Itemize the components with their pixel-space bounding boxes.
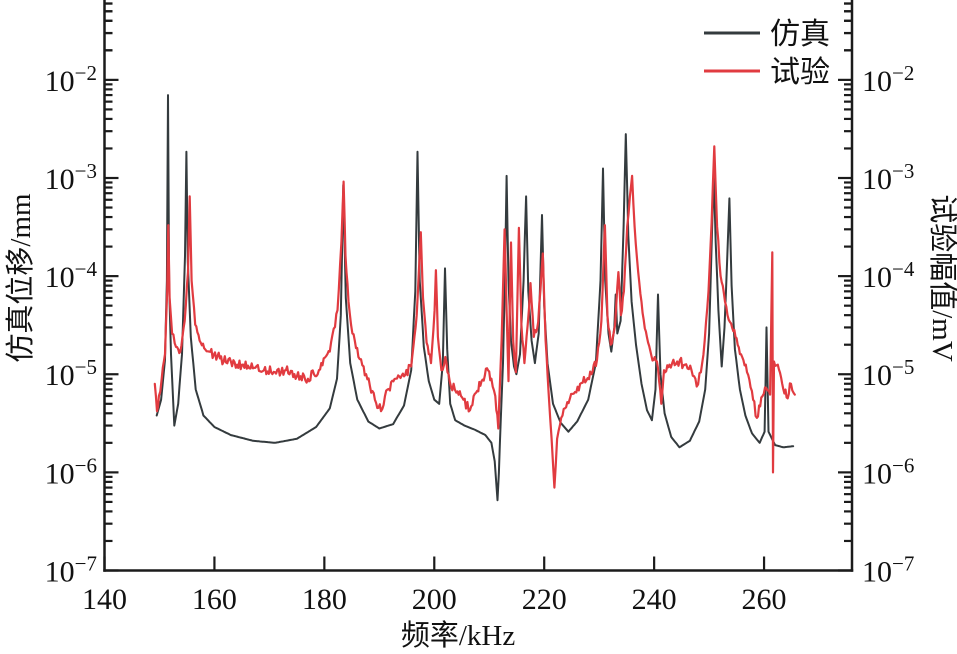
y-tick-label-left: 10−3 [45,159,97,196]
y-tick-label-right: 10−3 [862,159,914,196]
y-tick-label-left: 10−2 [45,61,97,98]
y-tick-label-right: 10−5 [862,355,914,392]
legend-label-experiment: 试验 [770,56,830,89]
x-tick-label: 200 [412,583,457,616]
legend [704,31,760,73]
x-tick-label: 180 [302,583,347,616]
y-tick-label-left: 10−6 [45,453,97,490]
y-tick-label-left: 10−4 [45,257,98,294]
x-tick-label: 220 [522,583,567,616]
y-tick-label-left: 10−5 [45,355,97,392]
left-axis-title: 仿真位移/mm [4,193,37,363]
series-curves [153,94,796,502]
y-tick-label-right: 10−2 [862,61,914,98]
x-tick-label: 240 [632,583,677,616]
x-axis-title: 频率/kHz [401,619,516,652]
right-axis-title: 试验幅值/mV [926,194,957,362]
y-tick-label-right: 10−7 [862,552,914,589]
simulation-curve [155,94,795,502]
y-tick-label-right: 10−6 [862,453,914,490]
legend-label-simulation: 仿真 [770,18,830,51]
x-tick-label: 260 [742,583,787,616]
y-tick-label-left: 10−7 [45,552,97,589]
tick-labels: 10−2 10−3 10−4 10−5 10−6 10−7 10−2 10−3 10−4 10−5… [45,61,915,616]
x-tick-label: 140 [82,583,127,616]
y-tick-label-right: 10−4 [862,257,915,294]
x-tick-label: 160 [192,583,237,616]
experiment-curve [153,145,796,489]
axes-and-ticks [103,0,854,572]
